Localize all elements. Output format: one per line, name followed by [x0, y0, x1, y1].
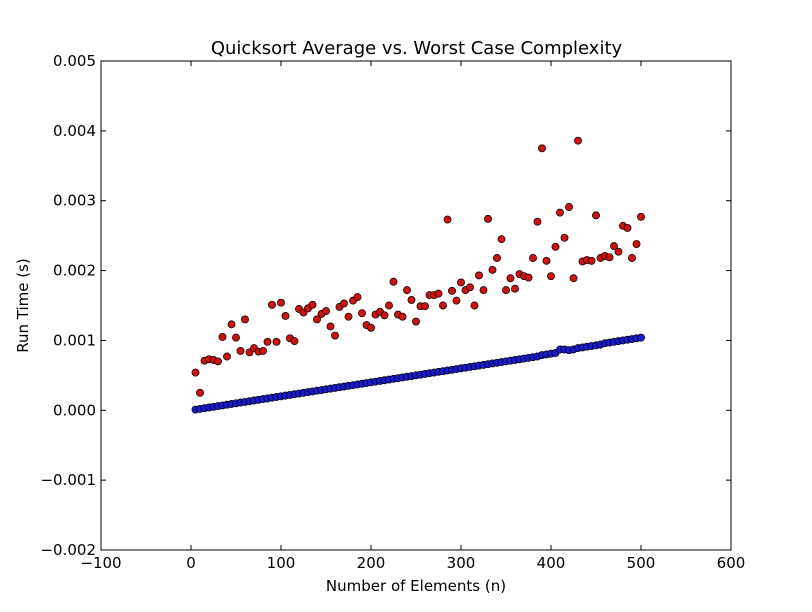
data-point	[434, 289, 443, 298]
data-point	[277, 298, 285, 307]
data-point	[344, 312, 353, 321]
data-point	[479, 286, 488, 295]
data-point	[191, 368, 200, 377]
y-axis-ticks: −0.002 −0.001 0.000 0.001 0.002 0.003 0.004 0.0…	[40, 52, 731, 559]
x-tick-label: 500	[627, 554, 656, 572]
x-tick-label: 100	[267, 554, 296, 572]
data-point	[236, 346, 245, 355]
data-point	[227, 320, 236, 329]
data-point	[610, 242, 618, 251]
y-tick-label: −0.002	[40, 541, 96, 559]
data-point	[398, 312, 407, 321]
data-point	[488, 265, 497, 274]
data-point	[259, 346, 267, 355]
data-point	[614, 247, 623, 256]
data-point	[232, 333, 240, 342]
data-point	[587, 256, 596, 265]
data-point	[272, 337, 281, 346]
data-point	[632, 240, 641, 248]
chart-title: Quicksort Average vs. Worst Case Complex…	[211, 38, 623, 59]
data-point	[547, 272, 555, 281]
x-tick-label: 300	[447, 554, 476, 572]
x-axis-ticks: −100 0 100 200 300 400 500 600	[80, 61, 745, 572]
data-point	[493, 254, 501, 262]
data-point	[290, 337, 299, 346]
data-point	[389, 277, 398, 286]
data-point	[448, 286, 456, 295]
data-point	[331, 331, 339, 340]
data-point	[497, 235, 506, 244]
data-point	[470, 301, 479, 310]
y-tick-label: 0.002	[53, 262, 96, 280]
data-point	[506, 274, 515, 283]
x-tick-label: 200	[357, 554, 386, 572]
data-point	[281, 312, 290, 320]
data-point	[241, 315, 249, 324]
data-point	[502, 286, 510, 295]
data-point	[524, 273, 533, 282]
data-point	[380, 311, 389, 320]
data-point	[385, 301, 393, 310]
x-tick-label: 0	[186, 554, 196, 572]
data-point	[484, 214, 492, 223]
data-point	[475, 271, 483, 280]
x-tick-label: 600	[717, 554, 746, 572]
data-point	[628, 254, 636, 262]
data-point	[511, 284, 519, 293]
data-point	[358, 309, 366, 318]
data-point	[353, 293, 362, 302]
data-point	[605, 253, 614, 262]
data-point	[637, 333, 645, 342]
data-point	[218, 332, 227, 341]
data-point	[326, 322, 335, 331]
data-point	[466, 283, 474, 292]
data-point	[529, 254, 537, 262]
data-point	[313, 315, 321, 324]
data-point	[637, 212, 645, 221]
data-point	[407, 295, 416, 304]
data-point	[542, 256, 551, 265]
x-tick-label: 400	[537, 554, 566, 572]
y-tick-label: 0.003	[53, 192, 96, 210]
data-point	[569, 274, 578, 283]
data-point	[196, 388, 204, 397]
data-point	[556, 208, 564, 217]
plot-frame	[100, 60, 732, 551]
data-point	[443, 215, 452, 224]
data-point	[551, 242, 560, 251]
data-point	[592, 211, 600, 220]
data-point	[574, 136, 582, 145]
data-point	[538, 144, 546, 153]
y-tick-label: 0.005	[53, 52, 96, 70]
data-point	[223, 352, 231, 361]
data-point	[322, 307, 330, 316]
data-point	[452, 296, 461, 305]
y-tick-label: 0.001	[53, 331, 96, 349]
data-point	[367, 323, 375, 332]
data-point	[268, 300, 276, 309]
data-point	[308, 300, 317, 309]
y-axis-label: Run Time (s)	[14, 258, 32, 353]
y-tick-label: 0.004	[53, 122, 96, 140]
x-tick-label: −100	[80, 554, 121, 572]
y-tick-label: 0.000	[53, 401, 96, 419]
data-point	[421, 302, 429, 311]
data-point	[533, 217, 542, 226]
data-point	[439, 301, 447, 310]
plot-points	[191, 136, 645, 414]
data-point	[403, 286, 411, 295]
data-point	[214, 357, 222, 366]
y-tick-label: −0.001	[40, 471, 96, 489]
data-point	[623, 224, 632, 232]
data-point	[263, 337, 272, 346]
x-axis-label: Number of Elements (n)	[326, 577, 506, 595]
data-point	[560, 233, 569, 242]
data-point	[340, 299, 348, 308]
data-point	[565, 203, 573, 211]
data-point	[457, 278, 465, 287]
data-point	[412, 317, 420, 326]
